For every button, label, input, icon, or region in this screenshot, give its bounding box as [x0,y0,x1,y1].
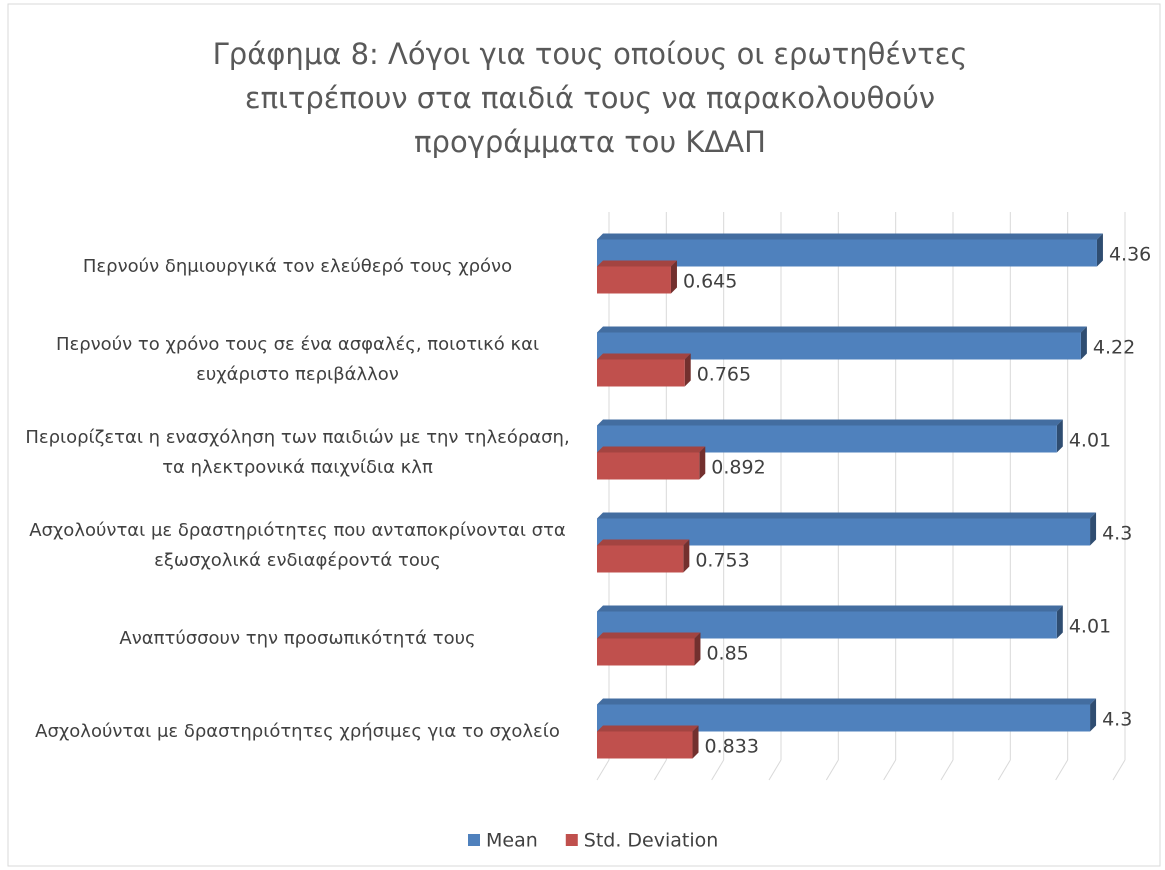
legend-label: Mean [486,830,538,852]
bar-top [597,446,706,453]
bar [597,452,700,480]
data-label: 4.36 [1109,244,1151,266]
bar [597,731,693,759]
bar-side [699,446,706,480]
data-label: 0.753 [695,550,749,572]
data-label: 0.892 [711,457,765,479]
y-tick-label: Αναπτύσσουν την προσωπικότητά τους [119,627,476,649]
y-tick-label: Ασχολούνται με δραστηριότητες χρήσιμες γ… [35,720,560,742]
bar [597,545,684,573]
y-tick-label: Ασχολούνται με δραστηριότητες που ανταπο… [29,519,566,571]
data-label: 0.85 [706,643,748,665]
bar-side [692,725,699,759]
data-label: 4.22 [1093,337,1135,359]
bar [597,359,685,387]
bar-top [597,539,690,546]
bar-top [597,605,1063,612]
data-label: 4.3 [1102,523,1132,545]
bar-side [670,260,677,294]
bar [597,239,1097,267]
bar-top [597,632,701,639]
grid-floor [768,759,782,781]
data-label: 4.01 [1069,616,1111,638]
chart-border [7,3,1161,867]
y-tick-label: Περνούν δημιουργικά τον ελεύθερό τους χρ… [82,255,513,277]
chart-title: Γράφημα 8: Λόγοι για τους οποίους οι ερω… [212,37,968,159]
grid-floor [596,759,610,781]
data-label: 4.3 [1102,709,1132,731]
bar [597,638,695,666]
bar-top [597,725,699,732]
bar-side [684,353,691,387]
data-label: 0.833 [705,736,759,758]
bar-side [1096,233,1103,267]
bar-side [1056,419,1063,453]
data-label: 0.765 [697,364,751,386]
bar-top [597,419,1063,426]
grid-floor [653,759,667,781]
bar-top [597,353,691,360]
bar-side [683,539,690,573]
bar-top [597,260,677,267]
legend-label: Std. Deviation [584,830,719,852]
grid-floor [825,759,839,781]
grid-floor [1112,759,1126,781]
bar-top [597,233,1103,240]
legend-swatch [468,834,480,846]
grid-floor [711,759,725,781]
grid-floor [940,759,954,781]
bar-side [1080,326,1087,360]
data-label: 4.01 [1069,430,1111,452]
legend-swatch [565,834,578,846]
grid-floor [883,759,897,781]
bar [597,266,671,294]
grid-floor [1055,759,1069,781]
y-tick-label: Περιορίζεται η ενασχόληση των παιδιών με… [25,426,570,478]
data-label: 0.645 [683,271,737,293]
bar-top [597,512,1097,519]
y-tick-label: Περνούν το χρόνο τους σε ένα ασφαλές, πο… [55,333,540,385]
bar-side [1056,605,1063,639]
bar-side [1090,512,1097,546]
bar-side [694,632,701,666]
bar-top [597,326,1087,333]
grid-floor [997,759,1011,781]
bar-top [597,698,1097,705]
bar-side [1090,698,1097,732]
